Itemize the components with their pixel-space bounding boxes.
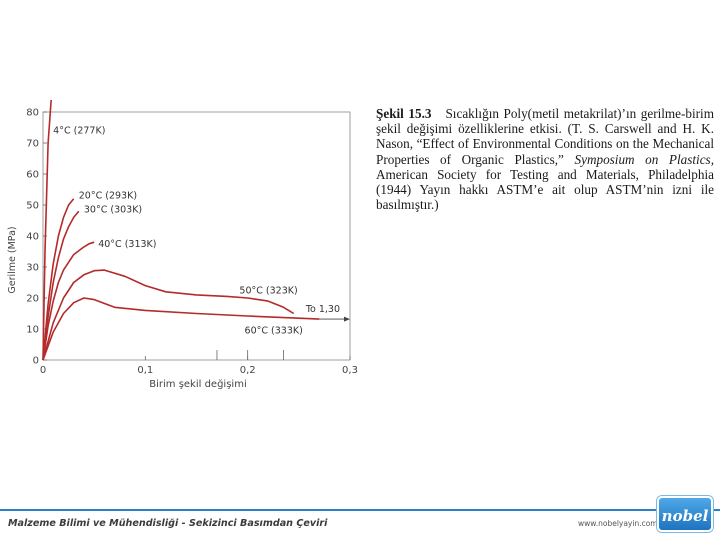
chart-curve-labels: 4°C (277K) 20°C (293K) 30°C (303K) 40°C (31… bbox=[53, 126, 350, 337]
footer-book-title: Malzeme Bilimi ve Mühendisliği - Sekizin… bbox=[8, 518, 328, 529]
caption-text-2: American Society for Testing and Materia… bbox=[376, 166, 714, 213]
annotation-arrowhead bbox=[344, 316, 350, 322]
curve-label: 20°C (293K) bbox=[79, 191, 137, 202]
x-tick-label: 0 bbox=[40, 365, 46, 376]
caption-text-1: Sıcaklığın Poly(metil metakrilat)’ın ger… bbox=[376, 106, 714, 167]
plot-frame bbox=[42, 111, 351, 361]
y-tick-label: 0 bbox=[33, 356, 39, 367]
figure-caption: Şekil 15.3 Sıcaklığın Poly(metil metakril… bbox=[376, 106, 714, 212]
curve-label: 50°C (323K) bbox=[239, 285, 297, 296]
x-tick-label: 0,1 bbox=[137, 365, 153, 376]
y-tick-label: 60 bbox=[26, 170, 39, 181]
figure-label: Şekil 15.3 bbox=[376, 106, 432, 121]
curve-label: 30°C (303K) bbox=[84, 205, 142, 216]
curve-label: 4°C (277K) bbox=[53, 126, 105, 137]
caption-italic: Symposium on Plastics, bbox=[574, 151, 715, 167]
x-tick-label: 0,3 bbox=[342, 365, 358, 376]
nobel-logo: nobel bbox=[657, 496, 713, 532]
stress-strain-chart: Gerilme (MPa) Birim şekil değişimi 0 10 20… bbox=[7, 100, 358, 390]
y-tick-label: 80 bbox=[26, 108, 39, 119]
footer-divider bbox=[0, 509, 720, 511]
chart-ticks: 0 10 20 30 40 50 60 70 80 0 0,1 0,2 0,3 bbox=[26, 108, 358, 377]
x-tick-label: 0,2 bbox=[240, 365, 256, 376]
annotation-text: To 1,30 bbox=[305, 304, 340, 315]
curve-label: 40°C (313K) bbox=[98, 239, 156, 250]
x-axis-label: Birim şekil değişimi bbox=[149, 378, 246, 390]
y-tick-label: 50 bbox=[26, 201, 39, 212]
y-tick-label: 10 bbox=[26, 325, 39, 336]
stress-curve-0 bbox=[42, 100, 52, 361]
y-tick-label: 40 bbox=[26, 232, 39, 243]
stress-curve-1 bbox=[42, 198, 75, 361]
chart-curves bbox=[42, 100, 320, 361]
footer-url[interactable]: www.nobelyayin.com bbox=[578, 519, 658, 528]
y-tick-label: 20 bbox=[26, 294, 39, 305]
y-axis-label: Gerilme (MPa) bbox=[7, 226, 18, 293]
chart-axes bbox=[42, 111, 351, 361]
curve-label: 60°C (333K) bbox=[245, 326, 303, 337]
y-tick-label: 30 bbox=[26, 263, 39, 274]
y-tick-label: 70 bbox=[26, 139, 39, 150]
stress-curve-2 bbox=[42, 210, 80, 361]
stress-curve-3 bbox=[42, 241, 95, 361]
stress-curve-5 bbox=[42, 297, 320, 361]
stress-curve-4 bbox=[42, 269, 295, 361]
